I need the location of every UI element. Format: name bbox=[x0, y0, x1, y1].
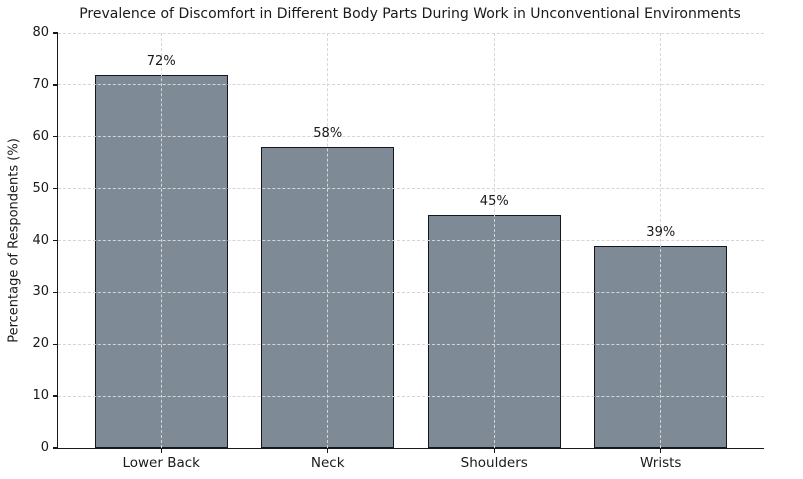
h-gridline bbox=[58, 136, 764, 138]
plot-area: 0 10 20 30 40 50 60 70 80 72% Lower Back 58% Neck 45%… bbox=[32, 25, 764, 471]
h-gridline bbox=[58, 84, 764, 86]
y-tick-label: 60 bbox=[32, 128, 49, 144]
h-gridline bbox=[58, 395, 764, 397]
bar-value-label: 45% bbox=[479, 193, 509, 209]
y-tick-label: 20 bbox=[32, 336, 49, 352]
y-tick-label: 40 bbox=[32, 232, 49, 248]
x-tick-label: Neck bbox=[310, 455, 345, 471]
y-tick-label: 10 bbox=[32, 388, 49, 404]
v-gridline bbox=[327, 33, 329, 448]
x-tick-label: Shoulders bbox=[460, 455, 528, 471]
y-tick bbox=[53, 291, 58, 294]
y-tick bbox=[53, 395, 58, 397]
x-tick-label: Wrists bbox=[640, 455, 682, 471]
v-gridline bbox=[160, 33, 162, 448]
v-gridline bbox=[660, 33, 662, 448]
y-tick bbox=[53, 84, 58, 86]
x-tick bbox=[160, 448, 162, 453]
y-tick-label: 50 bbox=[32, 180, 49, 196]
chart-title: Prevalence of Discomfort in Different Bo… bbox=[79, 6, 741, 22]
h-gridline bbox=[58, 343, 764, 345]
y-tick-label: 30 bbox=[32, 284, 49, 300]
x-tick bbox=[327, 448, 329, 453]
y-tick-label: 70 bbox=[32, 76, 49, 92]
x-tick bbox=[493, 448, 495, 453]
bar-value-label: 58% bbox=[313, 126, 343, 142]
bar-value-label: 72% bbox=[146, 53, 176, 69]
x-tick bbox=[660, 448, 662, 453]
y-tick bbox=[53, 136, 58, 138]
y-tick bbox=[53, 447, 58, 449]
y-tick bbox=[53, 343, 58, 345]
h-gridline bbox=[58, 32, 764, 34]
y-tick-label: 80 bbox=[32, 25, 49, 40]
y-tick bbox=[53, 187, 58, 190]
bar-value-label: 39% bbox=[646, 224, 676, 240]
y-tick bbox=[53, 32, 58, 34]
y-tick bbox=[53, 239, 58, 242]
y-tick-label: 0 bbox=[40, 440, 49, 455]
h-gridline bbox=[58, 188, 764, 190]
h-gridline bbox=[58, 291, 764, 293]
h-gridline bbox=[58, 240, 764, 241]
x-tick-label: Lower Back bbox=[122, 455, 200, 471]
v-gridline bbox=[493, 33, 495, 448]
